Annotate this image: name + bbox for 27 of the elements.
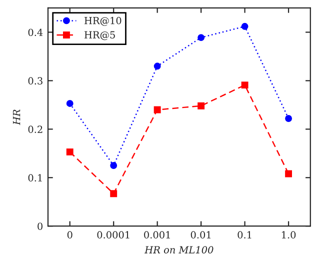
legend-label: HR@10 [84, 16, 122, 26]
x-tick-label: 0.0001 [97, 231, 130, 238]
x-tick-label: 0.001 [144, 231, 170, 238]
y-tick-label: 0.2 [28, 126, 42, 133]
point [154, 62, 161, 70]
x-tick-label: 0.1 [238, 231, 252, 238]
point [110, 190, 118, 198]
x-axis-title: HR on ML100 [144, 246, 214, 254]
y-axis-title: HR [13, 109, 20, 126]
x-tick-label: 0 [67, 231, 72, 238]
x-tick-label: 1.0 [282, 231, 296, 238]
point [241, 82, 248, 89]
y-tick-label: 0.4 [28, 28, 43, 36]
point [154, 106, 161, 114]
point [285, 170, 292, 178]
point [66, 148, 74, 156]
y-tick-label: 0.1 [28, 174, 42, 182]
point [110, 162, 118, 169]
point [285, 115, 292, 122]
y-tick-label: 0.3 [28, 77, 42, 85]
x-tick-label: 0.01 [190, 231, 211, 238]
point [66, 100, 74, 107]
point [198, 34, 205, 42]
legend-label: HR@5 [84, 31, 115, 40]
point [241, 22, 248, 30]
y-tick-label: 0 [38, 222, 42, 230]
point [198, 102, 205, 110]
